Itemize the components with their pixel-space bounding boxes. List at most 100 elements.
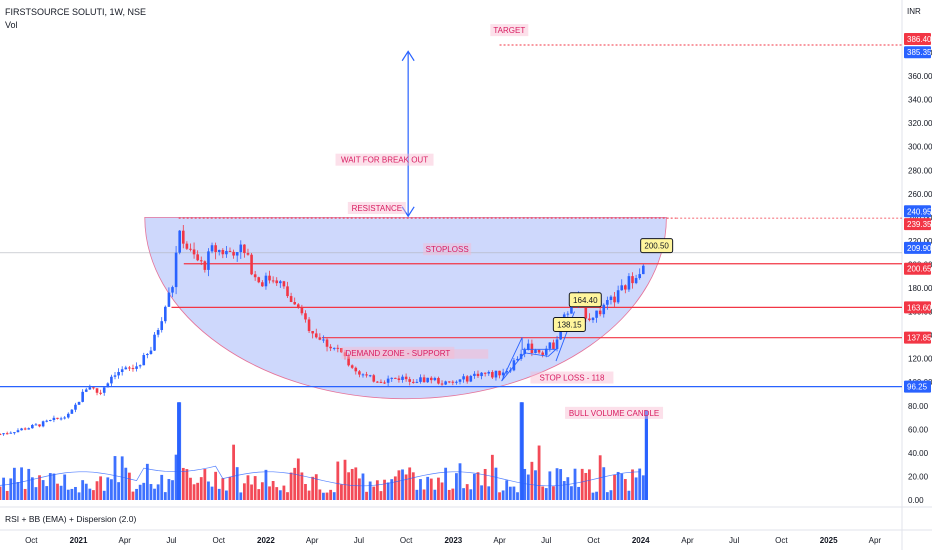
volume-bar: [462, 488, 466, 500]
currency-label: INR: [907, 7, 921, 16]
volume-bar: [110, 479, 113, 500]
symbol-title[interactable]: FIRSTSOURCE SOLUTI, 1W, NSE: [5, 7, 147, 17]
volume-bar: [361, 473, 365, 500]
candle-body: [27, 428, 31, 430]
arrow-head-down: [401, 206, 415, 218]
candle-body: [9, 432, 13, 434]
price-badge-label: 200.50: [644, 242, 669, 251]
candle-body: [541, 352, 544, 355]
volume-bar: [393, 476, 397, 500]
price-badge: [640, 238, 674, 254]
candle-body: [232, 251, 235, 256]
annotation-bg: [490, 24, 529, 37]
volume-bar: [480, 485, 483, 500]
price-label-bg: [904, 380, 931, 393]
candle-body: [523, 349, 527, 354]
volume-bar: [9, 478, 13, 500]
candle-body: [253, 274, 257, 278]
candle-body: [537, 349, 541, 353]
price-label: 137.85: [907, 334, 932, 343]
candle-body: [598, 310, 602, 315]
candle-body: [304, 313, 307, 320]
candle-body: [548, 342, 552, 349]
volume-bar: [160, 474, 164, 500]
volume-bar: [455, 473, 458, 500]
volume-legend[interactable]: Vol: [5, 20, 18, 30]
x-tick-label: Oct: [587, 536, 600, 545]
candle-body: [124, 367, 128, 370]
volume-bar: [149, 484, 153, 500]
indicator-legend[interactable]: RSI + BB (EMA) + Dispersion (2.0): [5, 514, 137, 524]
volume-bar: [404, 474, 408, 500]
candle-body: [311, 331, 314, 334]
y-tick-label: 360.00: [908, 72, 932, 81]
candle-body: [559, 327, 562, 340]
volume-bar: [340, 484, 343, 500]
candle-body: [361, 374, 365, 376]
candle-body: [52, 417, 56, 421]
volume-bar: [472, 473, 476, 500]
y-tick-label: 20.00: [908, 472, 929, 481]
candle-body: [505, 370, 509, 373]
y-tick-label: 60.00: [908, 425, 929, 434]
volume-bar: [30, 477, 34, 500]
candle-body: [437, 377, 440, 384]
volume-bar: [379, 491, 383, 500]
volume-bar: [185, 469, 189, 500]
volume-bar: [318, 489, 322, 500]
cup-pattern: [144, 216, 667, 400]
price-label-bg: [904, 218, 931, 231]
volume-bar: [469, 489, 473, 500]
candle-body: [483, 372, 487, 374]
candle-body: [379, 381, 383, 383]
volume-bar: [401, 469, 404, 500]
volume-bar: [523, 468, 527, 500]
volume-bar: [375, 480, 379, 500]
y-tick-label: 220.00: [908, 237, 932, 246]
candle-body: [77, 401, 81, 405]
candle-body: [275, 280, 279, 284]
candle-body: [88, 387, 92, 390]
candle-body: [243, 244, 246, 254]
price-label-bg: [904, 46, 931, 59]
candle-body: [38, 424, 41, 427]
candle-body: [613, 296, 616, 303]
volume-bar: [307, 490, 311, 500]
volume-bar: [199, 477, 203, 500]
volume-bar: [562, 481, 566, 500]
volume-bar: [99, 476, 103, 500]
candle-body: [329, 346, 332, 349]
volume-bar: [559, 469, 563, 500]
candle-body: [609, 296, 613, 300]
demand-zone: [350, 349, 489, 359]
price-axis: 0.0020.0040.0060.0080.00100.00120.00140.…: [904, 32, 932, 505]
candle-body: [156, 330, 160, 335]
volume-bar: [465, 484, 469, 500]
volume-bar: [242, 483, 246, 500]
candle-body: [433, 377, 437, 381]
volume-bar: [167, 479, 171, 500]
volume-bar: [56, 483, 59, 500]
volume-bar: [45, 486, 49, 500]
candle-body: [390, 377, 394, 379]
volume-bar: [113, 456, 117, 500]
candle-body: [422, 377, 426, 383]
volume-bar: [264, 469, 268, 500]
candle-body: [480, 372, 483, 377]
candle-body: [462, 376, 465, 380]
candle-body: [397, 378, 401, 381]
volume-bar: [641, 475, 645, 500]
volume-bar: [541, 486, 545, 500]
x-tick-label: Jul: [729, 536, 739, 545]
volume-bar: [20, 467, 23, 500]
volume-bar: [304, 483, 307, 500]
volume-bar: [124, 467, 128, 500]
volume-bar: [106, 477, 110, 500]
volume-bar: [314, 474, 318, 500]
y-tick-label: 120.00: [908, 355, 932, 364]
price-label: 385.35: [907, 48, 932, 57]
x-tick-label: Apr: [306, 536, 319, 545]
price-label: 386.40: [907, 35, 932, 44]
volume-bar: [347, 472, 351, 500]
